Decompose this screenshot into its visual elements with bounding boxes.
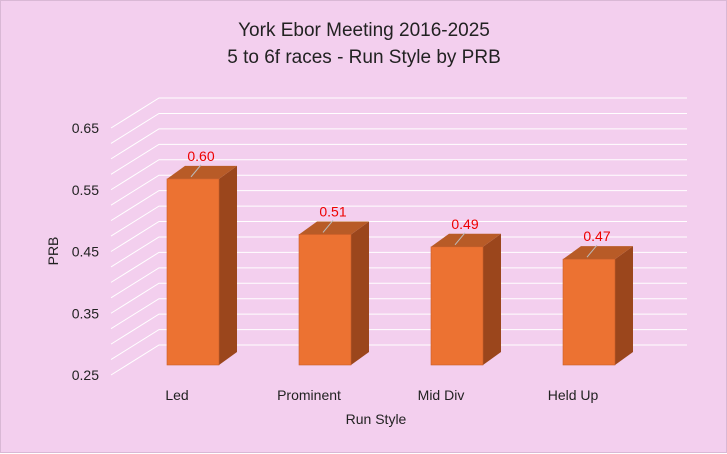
gridline	[110, 159, 687, 191]
data-label-leader	[454, 232, 466, 246]
gridline	[110, 143, 687, 175]
category-label: Held Up	[548, 387, 599, 403]
category-label: Prominent	[277, 387, 341, 403]
y-tick-label: 0.35	[72, 305, 99, 321]
data-label: 0.60	[187, 148, 214, 164]
gridline	[110, 174, 687, 206]
y-tick-label: 0.25	[72, 367, 99, 383]
bar-led	[166, 165, 237, 366]
bar-mid-div	[430, 233, 501, 366]
bar-front	[298, 234, 352, 366]
x-axis-categories: Led Prominent Mid Div Held Up	[165, 387, 598, 403]
x-axis-title: Run Style	[346, 411, 407, 427]
bar-top	[299, 221, 369, 235]
gridlines	[110, 97, 687, 376]
bar-top	[431, 233, 501, 247]
y-tick-label: 0.55	[72, 182, 99, 198]
gridline	[110, 344, 687, 376]
bar-held-up	[562, 246, 633, 366]
gridline	[110, 190, 687, 222]
category-label: Led	[165, 387, 188, 403]
data-label: 0.47	[583, 228, 610, 244]
gridline	[110, 313, 687, 345]
gridline	[110, 97, 687, 129]
y-axis-ticks: 0.25 0.35 0.45 0.55 0.65	[72, 120, 99, 383]
bar-prominent	[298, 221, 369, 366]
y-tick-label: 0.45	[72, 244, 99, 260]
bar-front	[166, 178, 220, 366]
gridline	[110, 205, 687, 237]
bar-side	[615, 246, 633, 365]
data-label-leader	[322, 220, 334, 233]
bar-side	[351, 221, 369, 365]
gridline	[110, 112, 687, 144]
chart-title-line-2: 5 to 6f races - Run Style by PRB	[227, 47, 501, 68]
data-label: 0.51	[319, 203, 346, 219]
y-tick-label: 0.65	[72, 120, 99, 136]
data-label-leader	[586, 244, 598, 258]
bar-front	[430, 246, 484, 366]
data-label: 0.49	[451, 216, 478, 232]
gridline	[110, 267, 687, 299]
bar-top	[167, 165, 237, 179]
gridline	[110, 221, 687, 252]
bar-side	[219, 165, 237, 365]
bars	[166, 165, 633, 366]
gridline	[110, 329, 687, 360]
bar-top	[563, 246, 633, 260]
gridline	[110, 128, 687, 160]
y-axis-title: PRB	[45, 237, 61, 266]
gridline	[110, 236, 687, 268]
chart-title-line-1: York Ebor Meeting 2016-2025	[238, 20, 490, 41]
bar-front	[562, 258, 616, 366]
category-label: Mid Div	[418, 387, 465, 403]
gridline	[110, 298, 687, 330]
gridline	[110, 251, 687, 283]
data-label-leader	[190, 164, 202, 178]
data-labels: 0.60 0.51 0.49 0.47	[187, 148, 611, 258]
gridline	[110, 282, 687, 314]
bar-side	[483, 233, 501, 365]
